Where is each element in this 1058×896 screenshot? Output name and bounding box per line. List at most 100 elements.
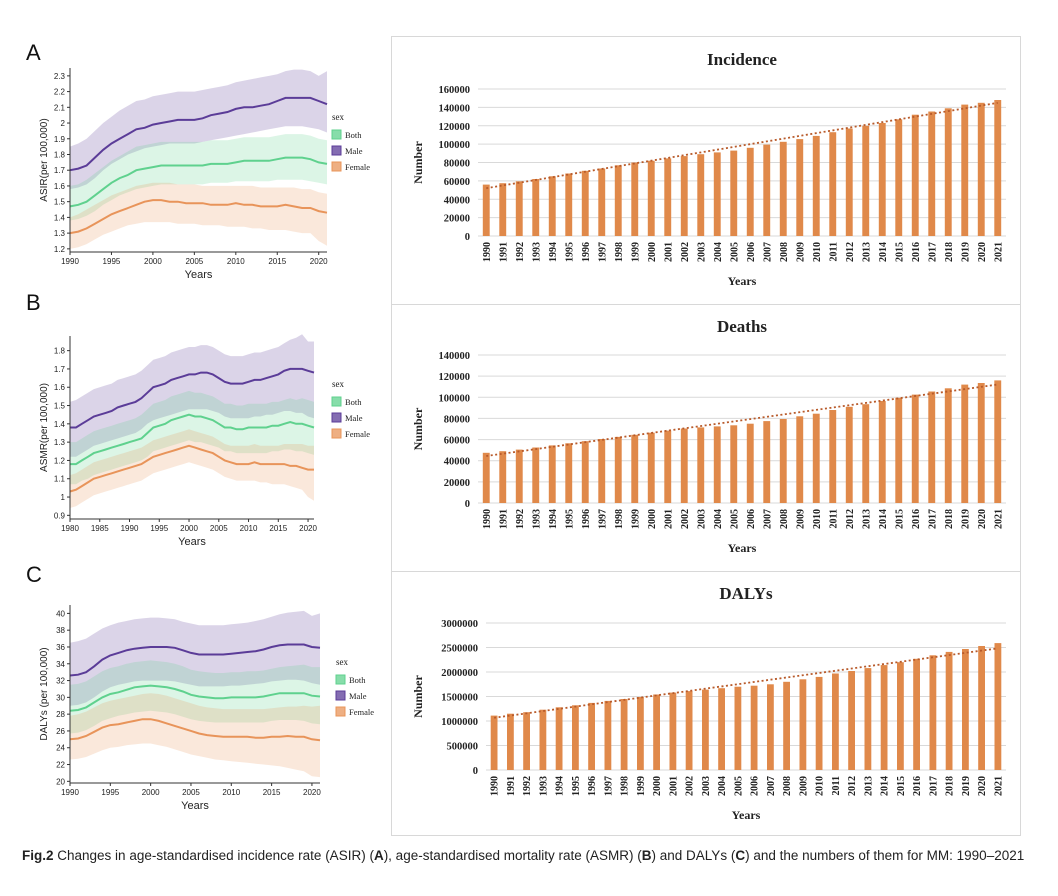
ci-band-both: [70, 134, 327, 221]
y-tick-label: 1.6: [54, 182, 66, 191]
bar-chart-dalys: DALYs 0 500000 1000000 1500000 2000000 2500000…: [411, 584, 1006, 822]
bar-2004: [718, 688, 725, 770]
y-tick-label: 1.1: [54, 475, 66, 484]
x-tick-label: 1993: [538, 776, 549, 796]
series-line-female: [69, 718, 321, 742]
y-tick-label: 1.7: [54, 365, 66, 374]
x-tick-label: 2006: [746, 242, 757, 262]
x-tick-label: 2013: [863, 776, 874, 796]
x-tick-label: 2010: [240, 524, 258, 533]
bar-1997: [598, 439, 606, 503]
bar-1992: [523, 712, 530, 770]
series-line-male: [69, 96, 328, 172]
x-tick-label: 2016: [911, 242, 922, 262]
x-tick-label: 2005: [210, 524, 228, 533]
trendline: [486, 101, 998, 190]
series-line-both: [69, 156, 328, 208]
bar-1994: [548, 176, 556, 236]
x-tick-label: 1997: [603, 776, 614, 796]
series-line-male: [69, 643, 321, 677]
y-tick-label: 1.4: [54, 213, 66, 222]
x-tick-label: 1994: [548, 509, 559, 529]
bar-2019: [961, 104, 969, 236]
y-tick-label: 38: [56, 626, 65, 635]
y-tick-label: 500000: [447, 742, 479, 753]
x-tick-label: 1996: [587, 776, 598, 796]
x-tick-label: 2007: [762, 242, 773, 262]
y-tick-label: 1.8: [54, 347, 66, 356]
x-tick-label: 2016: [912, 776, 923, 796]
bar-2008: [779, 419, 787, 503]
panel-letter-b: B: [26, 290, 41, 315]
y-tick-label: 120000: [439, 372, 471, 383]
x-tick-label: 1994: [548, 242, 559, 262]
bar-2013: [864, 668, 872, 770]
y-tick-label: 36: [56, 643, 65, 652]
y-tick-label: 1.7: [54, 166, 66, 175]
x-tick-label: 2015: [896, 776, 907, 796]
x-axis-title: Years: [728, 274, 757, 288]
x-tick-label: 2010: [812, 242, 823, 262]
y-tick-label: 60000: [444, 177, 470, 188]
x-tick-label: 2020: [977, 242, 988, 262]
bar-2000: [647, 432, 655, 503]
bar-chart-deaths: Deaths 0 20000 40000 60000 80000 100000 120000 1…: [411, 317, 1006, 555]
y-tick-label: 28: [56, 710, 65, 719]
x-tick-label: 1997: [597, 509, 608, 529]
y-tick-label: 1.6: [54, 383, 66, 392]
bar-2015: [895, 397, 903, 503]
x-tick-label: 2017: [927, 509, 938, 529]
y-axis-title: ASMR(per 100,000): [39, 383, 50, 472]
x-tick-label: 2005: [733, 776, 744, 796]
line-chart-asmr: 0.9 1 1.1 1.2 1.3 1.4 1.5 1.6 1.7 1.8 1980 1985 1990…: [39, 334, 370, 548]
x-tick-label: 1992: [515, 242, 526, 262]
bar-2018: [944, 108, 952, 236]
x-axis-title: Years: [178, 536, 206, 548]
x-tick-label: 2005: [185, 257, 203, 266]
bar-2004: [713, 426, 721, 503]
bar-1999: [631, 162, 639, 236]
ci-band-both: [70, 390, 314, 485]
bar-2006: [746, 147, 754, 236]
bar-1995: [565, 173, 573, 236]
bar-2006: [750, 685, 758, 770]
bar-1998: [614, 165, 622, 236]
bar-1991: [499, 183, 507, 236]
bar-2003: [702, 689, 709, 770]
caption-a: A: [373, 848, 384, 863]
x-tick-label: 2018: [945, 776, 956, 796]
bar-2019: [962, 649, 969, 770]
legend-label-female: Female: [345, 162, 370, 172]
x-tick-label: 1995: [564, 509, 575, 529]
bar-2007: [763, 144, 771, 236]
chart-title: Deaths: [717, 317, 767, 336]
bar-1994: [548, 445, 556, 503]
y-tick-label: 1.2: [54, 245, 66, 254]
bar-2005: [730, 425, 738, 503]
ci-band-both: [70, 660, 320, 734]
panel-letter-c: C: [26, 562, 42, 587]
panel-letter-a: A: [26, 40, 41, 65]
y-tick-label: 1: [61, 493, 66, 502]
bar-2009: [799, 679, 807, 770]
bar-1995: [572, 705, 579, 770]
bar-2016: [911, 114, 919, 236]
line-chart-dalys-rate: 20 22 24 26 28 30 32 34 36 38 40 1990 1995 2000 2005 20…: [39, 605, 374, 812]
x-tick-label: 2000: [652, 776, 663, 796]
bar-2007: [767, 684, 774, 771]
bar-charts-frame: Incidence 0 20000 40000 60000 80000 100000 1200…: [391, 36, 1021, 836]
x-tick-label: 1993: [531, 242, 542, 262]
bar-1997: [604, 700, 612, 770]
bar-1994: [555, 707, 563, 770]
ci-band-female: [70, 693, 320, 778]
y-tick-label: 0.9: [54, 511, 66, 520]
bar-1993: [532, 179, 540, 236]
bar-2008: [783, 681, 790, 770]
y-tick-label: 34: [56, 660, 65, 669]
bar-2017: [928, 111, 936, 236]
y-tick-label: 160000: [439, 85, 471, 96]
series-line-female: [69, 199, 328, 235]
y-tick-label: 2500000: [441, 644, 478, 655]
y-tick-label: 1.3: [54, 229, 66, 238]
legend-label-male: Male: [345, 146, 363, 156]
